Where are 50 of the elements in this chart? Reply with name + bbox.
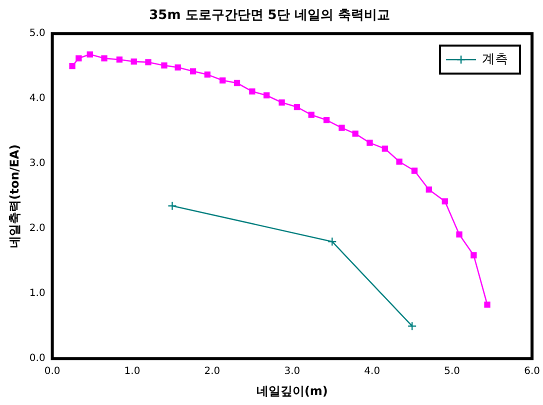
y-tick-label: 5.0 (29, 28, 46, 40)
point (69, 63, 76, 70)
y-tick-label: 1.0 (29, 288, 46, 300)
x-tick-label: 4.0 (364, 366, 380, 378)
point (442, 198, 448, 204)
point (161, 62, 168, 69)
x-tick-label: 6.0 (524, 366, 540, 378)
legend-label: 계측 (482, 52, 508, 67)
x-axis-title: 네일깊이(m) (256, 384, 328, 398)
point (411, 168, 418, 174)
point (130, 58, 137, 65)
point (234, 80, 240, 86)
point (366, 140, 373, 146)
point (456, 231, 462, 238)
point (352, 130, 358, 137)
chart-title: 35m 도로구간단면 5단 네일의 축력비교 (149, 8, 390, 24)
point (338, 124, 345, 131)
y-tick-label: 3.0 (29, 158, 46, 170)
point (426, 186, 432, 193)
point (264, 92, 270, 98)
point (190, 68, 196, 74)
point (323, 116, 330, 124)
point (382, 146, 388, 152)
x-tick-label: 1.0 (124, 366, 140, 378)
x-tick-label: 5.0 (444, 366, 460, 378)
point (308, 112, 314, 118)
point (249, 88, 256, 95)
point (101, 55, 108, 62)
x-tick-label: 3.0 (284, 366, 300, 378)
point (408, 322, 417, 331)
y-tick-label: 4.0 (29, 93, 46, 104)
point (328, 237, 337, 246)
point (168, 201, 177, 210)
point (86, 51, 93, 58)
point (76, 55, 82, 62)
point (145, 59, 152, 66)
point (294, 104, 300, 110)
point (116, 56, 123, 63)
point (396, 158, 402, 165)
y-tick-label: 2.0 (29, 223, 46, 234)
point (174, 64, 181, 70)
point (484, 302, 490, 308)
point (470, 252, 477, 258)
point (220, 77, 226, 84)
point (204, 71, 210, 78)
y-axis-title: 네일축력(ton/EA) (7, 144, 22, 248)
y-tick-label: 0.0 (29, 353, 46, 364)
point (278, 99, 285, 106)
x-tick-label: 0.0 (44, 366, 60, 378)
x-tick-label: 2.0 (204, 366, 220, 378)
